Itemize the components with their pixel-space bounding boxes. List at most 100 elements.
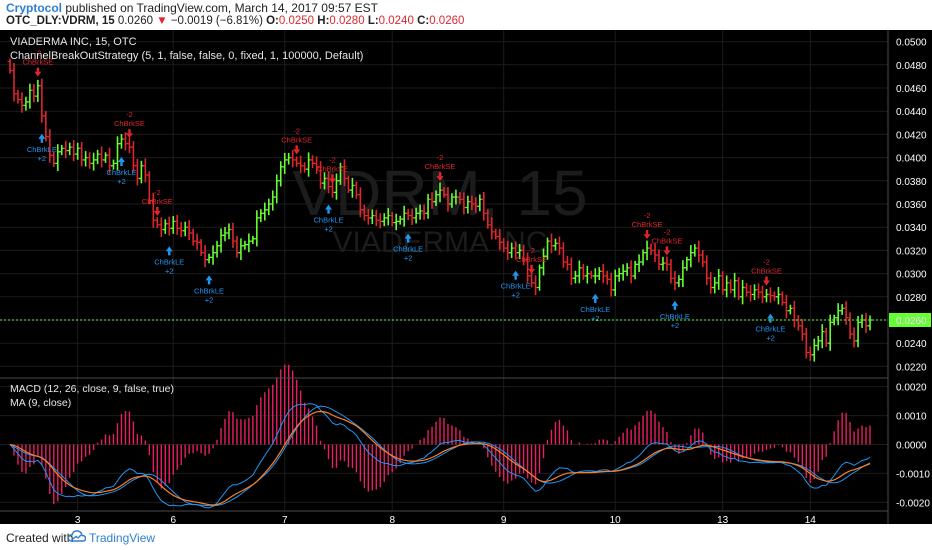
price-tick-label: 0.0220 bbox=[896, 362, 927, 373]
short-entry-qty: -2 bbox=[528, 246, 535, 255]
macd-tick-label: 0.0010 bbox=[896, 412, 927, 423]
time-tick-label: 7 bbox=[282, 515, 288, 524]
macd-legend[interactable]: MACD (12, 26, close, 9, false, true) bbox=[10, 383, 174, 395]
last-price-tag bbox=[889, 313, 931, 327]
short-entry-label: ChBrkSE bbox=[317, 164, 348, 173]
long-entry-qty: +2 bbox=[671, 321, 680, 330]
short-entry-label: ChBrkSE bbox=[281, 135, 312, 144]
long-entry-label: ChBrkLE bbox=[501, 282, 531, 291]
long-entry-arrow-stem bbox=[594, 298, 597, 303]
down-triangle-icon: ▼ bbox=[156, 15, 168, 27]
macd-line bbox=[9, 403, 871, 509]
long-entry-arrow-icon bbox=[766, 313, 774, 319]
price-change: −0.0019 (−6.81%) bbox=[170, 15, 263, 27]
macd-tick-label: -0.0010 bbox=[896, 469, 930, 480]
short-entry-arrow-icon bbox=[34, 71, 42, 77]
short-entry-qty: -2 bbox=[293, 126, 300, 135]
ma-line bbox=[9, 405, 871, 507]
strategy-signals: -2ChBrkSEChBrkLE+2-2ChBrkSEChBrkLE+2-2Ch… bbox=[22, 49, 785, 343]
ma-legend[interactable]: MA (9, close) bbox=[10, 397, 71, 409]
time-tick-label: 6 bbox=[170, 515, 176, 524]
tradingview-cloud-icon bbox=[68, 530, 86, 542]
short-entry-label: ChBrkSE bbox=[142, 197, 173, 206]
short-entry-qty: -2 bbox=[154, 188, 161, 197]
long-entry-label: ChBrkLE bbox=[154, 257, 184, 266]
short-entry-label: ChBrkSE bbox=[632, 220, 663, 229]
chart-svg[interactable]: VDRM, 15 VIADERMA INC -2ChBrkSEChBrkLE+2… bbox=[0, 30, 932, 524]
short-entry-qty: -2 bbox=[644, 211, 651, 220]
publish-info: Cryptocol published on TradingView.com, … bbox=[6, 1, 378, 15]
long-entry-arrow-stem bbox=[673, 305, 677, 310]
long-entry-arrow-icon bbox=[591, 293, 599, 299]
symbol-info: OTC_DLY:VDRM, 15 0.0260 ▼ −0.0019 (−6.81… bbox=[6, 15, 464, 27]
tradingview-link[interactable]: TradingView bbox=[89, 531, 156, 545]
open-value: 0.0250 bbox=[278, 15, 315, 27]
footer: Created with TradingView bbox=[0, 526, 932, 550]
short-entry-arrow-stem bbox=[438, 172, 442, 177]
low-value: 0.0240 bbox=[378, 15, 414, 27]
low-label: L: bbox=[367, 15, 379, 27]
chart-title: VIADERMA INC, 15, OTC bbox=[10, 36, 137, 48]
chart-header: Cryptocol published on TradingView.com, … bbox=[0, 0, 932, 30]
price-tick-label: 0.0360 bbox=[896, 200, 927, 211]
time-tick-label: 13 bbox=[717, 515, 729, 524]
candles bbox=[7, 58, 873, 362]
short-entry-arrow-stem bbox=[645, 230, 649, 235]
long-entry-arrow-stem bbox=[40, 138, 44, 143]
long-entry-qty: +2 bbox=[766, 334, 775, 343]
long-entry-arrow-stem bbox=[406, 238, 410, 243]
short-entry-qty: -2 bbox=[763, 257, 770, 266]
long-entry-arrow-icon bbox=[38, 133, 46, 139]
long-entry-arrow-stem bbox=[327, 209, 330, 214]
time-tick-label: 14 bbox=[805, 515, 817, 524]
long-entry-arrow-icon bbox=[117, 157, 125, 163]
time-axis[interactable]: 3 6 7 8 9 10 13 14 bbox=[75, 515, 816, 524]
short-entry-arrow-stem bbox=[331, 174, 334, 179]
time-tick-label: 9 bbox=[501, 515, 507, 524]
price-tick-label: 0.0480 bbox=[896, 61, 927, 72]
time-tick-label: 10 bbox=[610, 515, 622, 524]
short-entry-arrow-icon bbox=[436, 176, 444, 182]
short-entry-label: ChBrkSE bbox=[114, 119, 145, 128]
price-tick-label: 0.0420 bbox=[896, 130, 927, 141]
long-entry-qty: +2 bbox=[324, 225, 333, 234]
signal-line bbox=[9, 410, 871, 506]
time-tick-label: 8 bbox=[389, 515, 395, 524]
macd-tick-label: -0.0020 bbox=[896, 498, 930, 509]
macd-axis[interactable]: 0.0020 0.0010 0.0000 -0.0010 -0.0020 bbox=[896, 383, 930, 510]
short-entry-arrow-stem bbox=[765, 276, 768, 281]
price-tick-label: 0.0460 bbox=[896, 84, 927, 95]
short-entry-qty: -2 bbox=[329, 155, 336, 164]
short-entry-arrow-stem bbox=[530, 264, 533, 269]
price-tick-label: 0.0260 bbox=[896, 316, 927, 327]
long-entry-label: ChBrkLE bbox=[314, 216, 344, 225]
long-entry-label: ChBrkLE bbox=[660, 312, 690, 321]
short-entry-arrow-stem bbox=[128, 129, 131, 134]
long-entry-qty: +2 bbox=[117, 177, 126, 186]
short-entry-arrow-icon bbox=[528, 268, 536, 274]
long-entry-label: ChBrkLE bbox=[27, 145, 57, 154]
last-price-line: 0.0260 bbox=[0, 313, 931, 327]
high-value: 0.0280 bbox=[329, 15, 365, 27]
short-entry-label: ChBrkSE bbox=[425, 162, 456, 171]
time-tick-label: 3 bbox=[75, 515, 81, 524]
short-entry-arrow-icon bbox=[153, 210, 161, 216]
price-tick-label: 0.0340 bbox=[896, 223, 927, 234]
macd-tick-label: 0.0020 bbox=[896, 383, 927, 394]
close-value: 0.0260 bbox=[429, 15, 465, 27]
long-entry-qty: +2 bbox=[205, 295, 214, 304]
long-entry-arrow-stem bbox=[769, 318, 772, 323]
price-tick-label: 0.0300 bbox=[896, 270, 927, 281]
short-entry-label: ChBrkSE bbox=[22, 58, 53, 67]
chart-area[interactable]: VDRM, 15 VIADERMA INC -2 ChBrkSE ChBrkLE +2… bbox=[0, 30, 932, 524]
short-entry-arrow-stem bbox=[36, 67, 40, 72]
price-axis[interactable]: 0.0500 0.0480 0.0460 0.0440 0.0420 0.0400 0.03… bbox=[896, 38, 927, 374]
strategy-legend[interactable]: ChannelBreakOutStrategy (5, 1, false, fa… bbox=[10, 50, 363, 62]
long-entry-arrow-stem bbox=[207, 280, 211, 285]
long-entry-qty: +2 bbox=[591, 314, 600, 323]
long-entry-label: ChBrkLE bbox=[194, 286, 224, 295]
long-entry-label: ChBrkLE bbox=[580, 305, 610, 314]
long-entry-arrow-icon bbox=[325, 204, 333, 210]
author-link[interactable]: Cryptocol bbox=[6, 1, 63, 15]
symbol-name: OTC_DLY:VDRM, 15 bbox=[6, 15, 115, 27]
